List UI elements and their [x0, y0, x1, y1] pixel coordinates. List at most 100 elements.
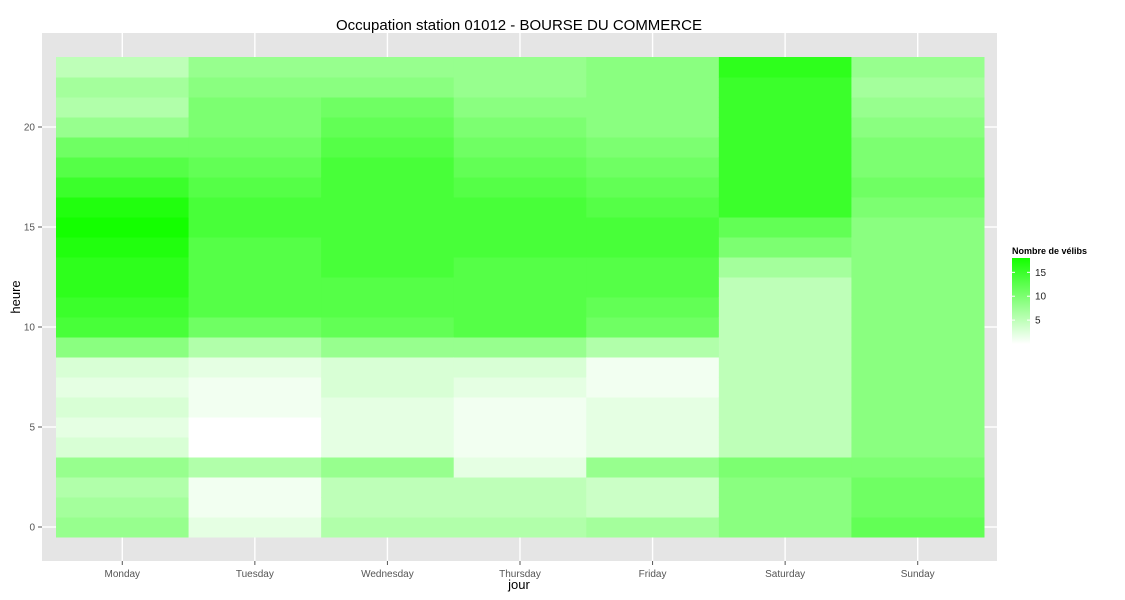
heatmap-cell	[718, 117, 852, 138]
heatmap-cell	[718, 397, 852, 418]
heatmap-cell	[188, 337, 322, 358]
chart-title: Occupation station 01012 - BOURSE DU COM…	[336, 17, 702, 34]
heatmap-cell	[188, 197, 322, 218]
heatmap-cell	[188, 437, 322, 458]
heatmap-cell	[453, 177, 587, 198]
heatmap-cell	[851, 457, 985, 478]
heatmap-cell	[56, 317, 190, 338]
heatmap-cell	[56, 177, 190, 198]
heatmap-cell	[188, 397, 322, 418]
heatmap-cell	[188, 297, 322, 318]
heatmap-cell	[56, 417, 190, 438]
y-tick-label: 0	[29, 523, 35, 534]
heatmap-cell	[453, 457, 587, 478]
x-tick-label: Monday	[104, 569, 140, 580]
heatmap-cell	[56, 57, 190, 78]
heatmap-cell	[321, 357, 455, 378]
heatmap-cell	[718, 57, 852, 78]
heatmap-cell	[453, 237, 587, 258]
heatmap-cell	[453, 317, 587, 338]
heatmap-cell	[321, 237, 455, 258]
heatmap-cell	[56, 437, 190, 458]
x-tick-label: Wednesday	[361, 569, 414, 580]
heatmap-cell	[453, 57, 587, 78]
heatmap-cell	[718, 437, 852, 458]
heatmap-cell	[718, 477, 852, 498]
heatmap-cell	[321, 437, 455, 458]
heatmap-cell	[586, 317, 720, 338]
heatmap-cell	[188, 57, 322, 78]
heatmap-cell	[453, 397, 587, 418]
heatmap-cell	[586, 277, 720, 298]
x-tick-label: Thursday	[499, 569, 541, 580]
heatmap-cell	[321, 477, 455, 498]
heatmap-cell	[321, 177, 455, 198]
heatmap-cell	[56, 197, 190, 218]
heatmap-cell	[453, 117, 587, 138]
heatmap-cell	[321, 117, 455, 138]
heatmap-cell	[718, 137, 852, 158]
heatmap-cell	[718, 297, 852, 318]
heatmap-cell	[586, 137, 720, 158]
y-axis-title: heure	[8, 280, 23, 313]
heatmap-cell	[851, 77, 985, 98]
legend-title: Nombre de vélibs	[1012, 246, 1087, 256]
heatmap-cell	[321, 57, 455, 78]
y-tick-label: 20	[24, 123, 36, 134]
heatmap-cell	[586, 237, 720, 258]
heatmap-cell	[188, 97, 322, 118]
heatmap-cell	[321, 197, 455, 218]
heatmap-cell	[586, 57, 720, 78]
heatmap-cell	[851, 177, 985, 198]
heatmap-cell	[56, 517, 190, 538]
heatmap-cell	[718, 457, 852, 478]
heatmap-cell	[56, 157, 190, 178]
x-tick-label: Tuesday	[236, 569, 274, 580]
heatmap-cell	[321, 317, 455, 338]
heatmap-cell	[321, 217, 455, 238]
heatmap-cell	[321, 257, 455, 278]
heatmap-cell	[188, 457, 322, 478]
heatmap-cell	[851, 297, 985, 318]
x-tick-label: Friday	[639, 569, 667, 580]
heatmap-cell	[321, 277, 455, 298]
legend-tick-label: 10	[1035, 292, 1047, 303]
heatmap-cell	[453, 437, 587, 458]
heatmap-cell	[851, 217, 985, 238]
heatmap-cell	[718, 177, 852, 198]
heatmap-cell	[718, 357, 852, 378]
heatmap-cell	[453, 257, 587, 278]
heatmap-cell	[586, 337, 720, 358]
heatmap-cell	[851, 277, 985, 298]
heatmap-cell	[56, 457, 190, 478]
heatmap-cell	[56, 377, 190, 398]
heatmap-cell	[453, 137, 587, 158]
heatmap-cell	[851, 357, 985, 378]
heatmap-cell	[453, 377, 587, 398]
heatmap-cell	[56, 277, 190, 298]
heatmap-cell	[188, 137, 322, 158]
y-tick-label: 5	[29, 423, 35, 434]
heatmap-cell	[851, 117, 985, 138]
color-legend: Nombre de vélibs 5 10 15	[1012, 246, 1087, 344]
heatmap-cell	[586, 117, 720, 138]
heatmap-cell	[321, 377, 455, 398]
heatmap-cell	[851, 57, 985, 78]
heatmap-cell	[851, 497, 985, 518]
heatmap-cells	[56, 57, 985, 538]
legend-ticks: 5 10 15	[1012, 268, 1047, 327]
heatmap-cell	[56, 477, 190, 498]
heatmap-cell	[188, 217, 322, 238]
heatmap-cell	[321, 297, 455, 318]
heatmap-cell	[586, 497, 720, 518]
heatmap-cell	[188, 317, 322, 338]
heatmap-cell	[188, 517, 322, 538]
heatmap-cell	[586, 297, 720, 318]
heatmap-cell	[586, 477, 720, 498]
heatmap-cell	[453, 497, 587, 518]
heatmap-cell	[586, 517, 720, 538]
heatmap-cell	[718, 237, 852, 258]
heatmap-cell	[718, 497, 852, 518]
heatmap-cell	[453, 297, 587, 318]
heatmap-cell	[718, 257, 852, 278]
